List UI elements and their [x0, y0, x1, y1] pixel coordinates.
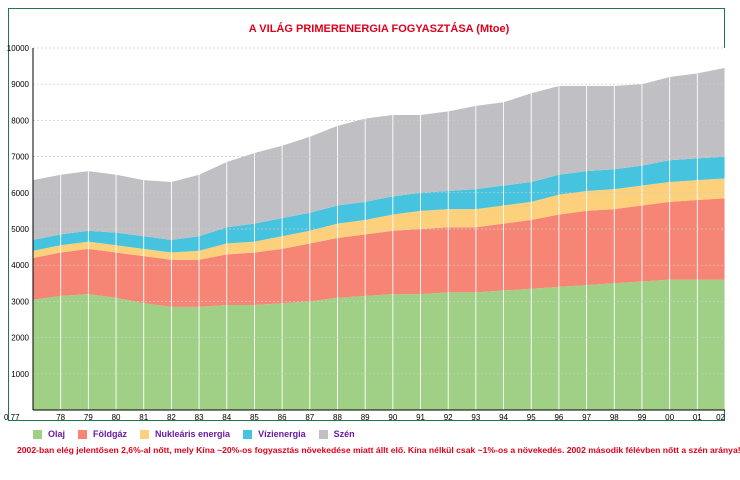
- y-tick-label: 1000: [11, 370, 29, 379]
- x-tick-label: 99: [638, 413, 647, 422]
- x-tick-label: 00: [665, 413, 674, 422]
- y-tick-label: 3000: [11, 297, 29, 306]
- legend-swatch: [33, 429, 42, 439]
- y-tick-label: 10000: [7, 44, 30, 53]
- legend-label: Olaj: [48, 429, 66, 439]
- x-tick-label: 94: [499, 413, 508, 422]
- legend-item: Vízienergia: [243, 429, 306, 439]
- x-tick-label: 83: [195, 413, 204, 422]
- chart-title: A VILÁG PRIMERENERGIA FOGYASZTÁSA (Mtoe): [249, 22, 510, 35]
- series-area-0: [33, 279, 725, 410]
- x-tick-label: 97: [582, 413, 591, 422]
- x-tick-label: 85: [250, 413, 259, 422]
- y-tick-label: 2000: [11, 334, 29, 343]
- legend-item: Nukleáris energia: [140, 429, 230, 439]
- legend-item: Szén: [318, 429, 355, 439]
- x-tick-label: 86: [278, 413, 287, 422]
- x-tick-label: 0 77: [4, 413, 20, 422]
- chart-svg: A VILÁG PRIMERENERGIA FOGYASZTÁSA (Mtoe)…: [4, 22, 726, 422]
- legend-label: Szén: [333, 429, 355, 439]
- legend-swatch: [243, 429, 253, 439]
- x-tick-label: 82: [167, 413, 176, 422]
- x-tick-label: 91: [416, 413, 425, 422]
- legend-item: Olaj: [33, 429, 65, 439]
- series-area-3: [33, 156, 725, 253]
- x-tick-label: 95: [527, 413, 536, 422]
- x-tick-label: 89: [361, 413, 370, 422]
- x-tick-label: 02: [716, 413, 725, 422]
- series-area-1: [33, 198, 725, 307]
- x-tick-label: 87: [305, 413, 314, 422]
- y-tick-label: 4000: [11, 261, 29, 270]
- x-tick-label: 90: [388, 413, 397, 422]
- legend-label: Nukleáris energia: [155, 429, 231, 439]
- legend-label: Földgáz: [93, 429, 128, 439]
- y-tick-label: 6000: [11, 189, 29, 198]
- x-tick-label: 93: [471, 413, 480, 422]
- legend-label: Vízienergia: [258, 429, 306, 439]
- x-tick-label: 96: [554, 413, 563, 422]
- legend-swatch: [78, 429, 88, 439]
- x-tick-label: 84: [222, 413, 231, 422]
- x-tick-label: 80: [112, 413, 121, 422]
- legend: Olaj Földgáz Nukleáris energia Vízienergia S…: [33, 427, 368, 441]
- y-tick-label: 5000: [11, 225, 29, 234]
- series-area-2: [33, 178, 725, 260]
- x-tick-label: 92: [444, 413, 453, 422]
- legend-item: Földgáz: [78, 429, 127, 439]
- x-tick-label: 98: [610, 413, 619, 422]
- y-tick-label: 9000: [11, 80, 29, 89]
- legend-swatch: [140, 429, 150, 439]
- x-tick-label: 79: [84, 413, 93, 422]
- x-tick-label: 88: [333, 413, 342, 422]
- x-tick-label: 81: [139, 413, 148, 422]
- y-tick-label: 7000: [11, 153, 29, 162]
- x-tick-label: 01: [693, 413, 702, 422]
- series-area-4: [33, 67, 725, 240]
- x-tick-label: 78: [56, 413, 65, 422]
- y-tick-label: 8000: [11, 116, 29, 125]
- legend-swatch: [318, 429, 328, 439]
- chart-note: 2002-ban elég jelentősen 2,6%-al nőtt, m…: [17, 445, 740, 455]
